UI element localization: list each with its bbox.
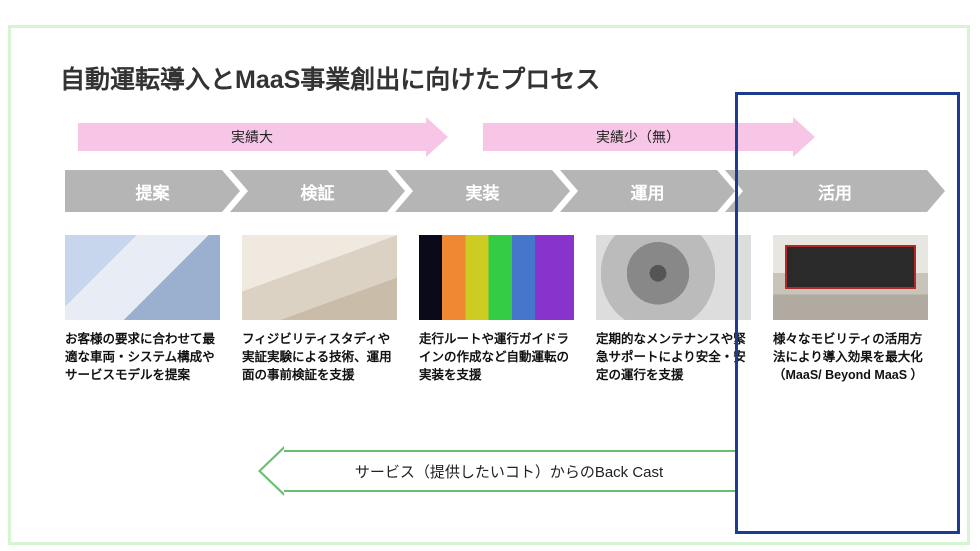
backcast-label: サービス（提供したいコト）からのBack Cast — [282, 450, 738, 492]
column-3: 定期的なメンテナンスや緊急サポートにより安全・安定の運行を支援 — [596, 235, 751, 384]
column-image — [596, 235, 751, 320]
stage-2: 実装 — [395, 170, 570, 212]
stage-3: 運用 — [560, 170, 735, 212]
highlight-box — [735, 92, 960, 534]
column-image — [242, 235, 397, 320]
column-desc: お客様の要求に合わせて最適な車両・システム構成やサービスモデルを提案 — [65, 330, 220, 384]
stage-label: 活用 — [818, 179, 852, 204]
stage-label: 実装 — [466, 179, 500, 204]
arrowhead-icon — [426, 117, 448, 157]
column-2: 走行ルートや運行ガイドラインの作成など自動運転の実装を支援 — [419, 235, 574, 384]
column-desc: フィジビリティスタディや実証実験による技術、運用面の事前検証を支援 — [242, 330, 397, 384]
stage-1: 検証 — [230, 170, 405, 212]
column-image — [419, 235, 574, 320]
stage-label: 検証 — [301, 179, 335, 204]
column-desc: 定期的なメンテナンスや緊急サポートにより安全・安定の運行を支援 — [596, 330, 751, 384]
stage-0: 提案 — [65, 170, 240, 212]
pink-arrow-label: 実績大 — [78, 123, 426, 151]
column-image — [65, 235, 220, 320]
column-1: フィジビリティスタディや実証実験による技術、運用面の事前検証を支援 — [242, 235, 397, 384]
column-0: お客様の要求に合わせて最適な車両・システム構成やサービスモデルを提案 — [65, 235, 220, 384]
backcast-arrow: サービス（提供したいコト）からのBack Cast — [258, 450, 738, 492]
stage-label: 運用 — [631, 179, 665, 204]
page-title: 自動運転導入とMaaS事業創出に向けたプロセス — [60, 60, 600, 96]
column-desc: 走行ルートや運行ガイドラインの作成など自動運転の実装を支援 — [419, 330, 574, 384]
stage-label: 提案 — [136, 179, 170, 204]
pink-arrow-0: 実績大 — [78, 117, 448, 157]
